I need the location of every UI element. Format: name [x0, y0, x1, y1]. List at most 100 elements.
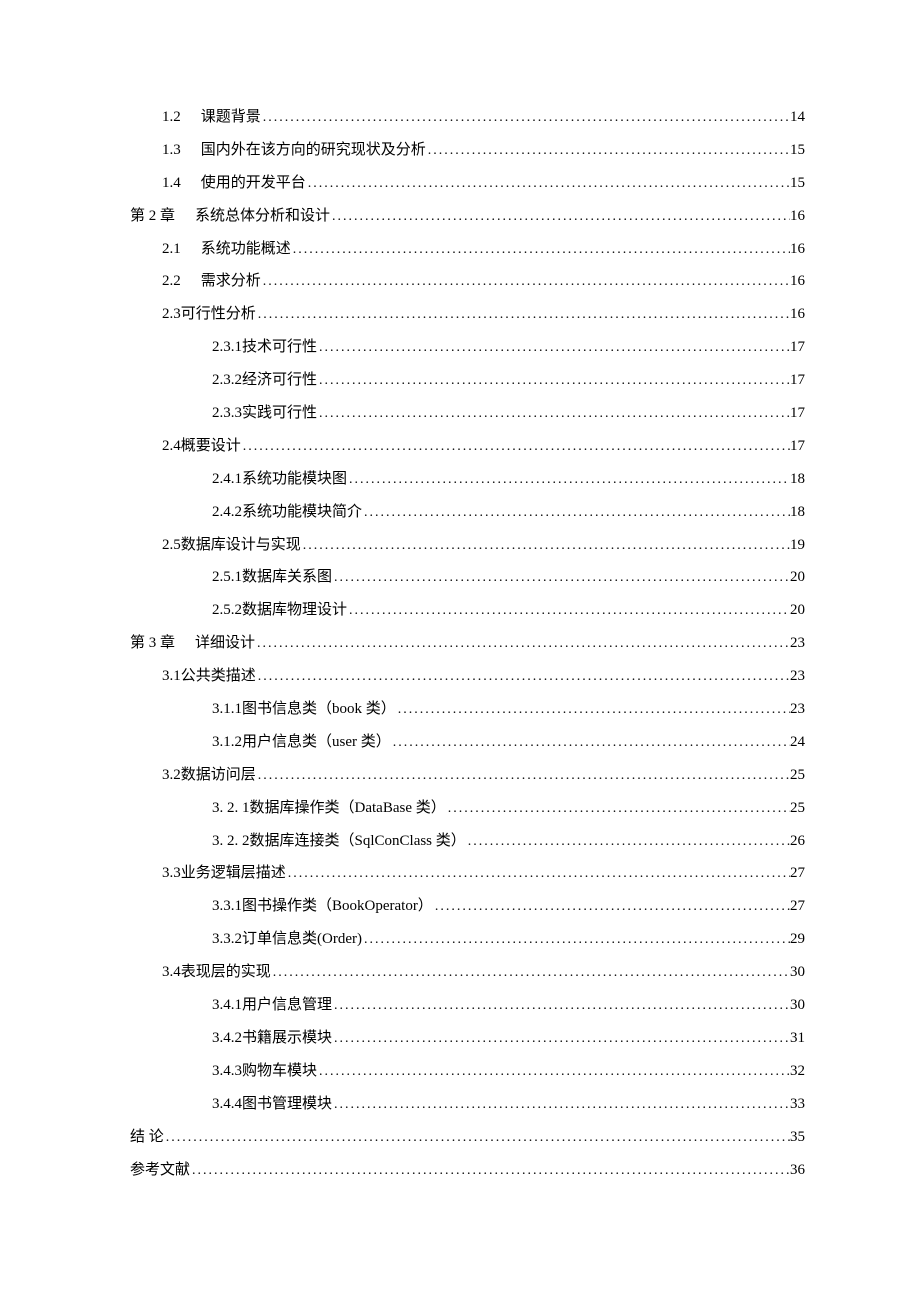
toc-entry-number: 3.1.1	[212, 697, 242, 721]
toc-entry-page: 24	[790, 730, 805, 754]
toc-leader-dots	[466, 831, 790, 853]
toc-entry-title: 系统功能概述	[201, 237, 291, 261]
toc-entry-number: 3.4.4	[212, 1092, 242, 1116]
toc-leader-dots	[306, 173, 790, 195]
toc-entry-title: 数据库物理设计	[242, 598, 347, 622]
toc-leader-dots	[291, 239, 790, 261]
toc-entry: 参考文献 36	[130, 1158, 805, 1182]
toc-entry-title: 订单信息类(Order)	[242, 927, 362, 951]
toc-entry-page: 15	[790, 138, 805, 162]
toc-leader-dots	[433, 896, 790, 918]
toc-entry: 1.4使用的开发平台15	[130, 171, 805, 195]
toc-entry: 2.4.2 系统功能模块简介18	[130, 500, 805, 524]
toc-leader-dots	[330, 206, 790, 228]
toc-entry-number: 2.3.2	[212, 368, 242, 392]
toc-entry-page: 18	[790, 467, 805, 491]
toc-entry-page: 16	[790, 204, 805, 228]
toc-entry-page: 33	[790, 1092, 805, 1116]
toc-entry-page: 30	[790, 960, 805, 984]
toc-entry-number: 1.4	[162, 171, 181, 195]
toc-entry: 2.3.2 经济可行性17	[130, 368, 805, 392]
toc-entry: 2.4 概要设计17	[130, 434, 805, 458]
toc-leader-dots	[332, 1094, 790, 1116]
toc-entry-page: 25	[790, 796, 805, 820]
toc-entry-page: 32	[790, 1059, 805, 1083]
toc-entry-title: 业务逻辑层描述	[181, 861, 286, 885]
toc-leader-dots	[164, 1127, 790, 1149]
toc-entry-number: 2.3.3	[212, 401, 242, 425]
toc-leader-dots	[317, 403, 790, 425]
toc-entry-number: 3.4.3	[212, 1059, 242, 1083]
toc-entry-title: 系统总体分析和设计	[195, 204, 330, 228]
toc-entry-page: 31	[790, 1026, 805, 1050]
toc-entry-page: 35	[790, 1125, 805, 1149]
toc-entry-number: 3.1	[162, 664, 181, 688]
toc-entry: 3. 2. 2 数据库连接类（SqlConClass 类） 26	[130, 829, 805, 853]
toc-entry-number: 2.3.1	[212, 335, 242, 359]
toc-entry: 3.1 公共类描述23	[130, 664, 805, 688]
toc-entry-title: 图书管理模块	[242, 1092, 332, 1116]
toc-entry-title: 系统功能模块简介	[242, 500, 362, 524]
toc-entry-title: 详细设计	[195, 631, 255, 655]
toc-entry: 3.4 表现层的实现30	[130, 960, 805, 984]
toc-entry-page: 26	[790, 829, 805, 853]
toc-leader-dots	[261, 107, 790, 129]
toc-leader-dots	[347, 469, 790, 491]
toc-entry-number: 2.2	[162, 269, 181, 293]
toc-entry: 2.2 需求分析 16	[130, 269, 805, 293]
toc-leader-dots	[256, 666, 790, 688]
toc-leader-dots	[317, 337, 790, 359]
toc-entry-title: 课题背景	[201, 105, 261, 129]
toc-entry: 3.2 数据访问层25	[130, 763, 805, 787]
toc-entry: 3.1.2 用户信息类（user 类）24	[130, 730, 805, 754]
toc-leader-dots	[255, 633, 790, 655]
toc-entry-number: 2.3	[162, 302, 181, 326]
toc-entry-page: 17	[790, 335, 805, 359]
toc-entry-number: 2.5	[162, 533, 181, 557]
toc-entry-page: 23	[790, 697, 805, 721]
toc-leader-dots	[241, 436, 790, 458]
toc-entry: 结 论35	[130, 1125, 805, 1149]
toc-entry-page: 16	[790, 269, 805, 293]
toc-entry-title: 数据库连接类（SqlConClass 类）	[250, 829, 466, 853]
toc-entry-title: 书籍展示模块	[242, 1026, 332, 1050]
toc-entry-number: 3. 2. 2	[212, 829, 250, 853]
toc-entry-page: 20	[790, 598, 805, 622]
toc-entry-title: 可行性分析	[181, 302, 256, 326]
toc-entry-number: 2.1	[162, 237, 181, 261]
toc-entry-number: 第 2 章	[130, 204, 175, 228]
toc-entry-title: 需求分析	[201, 269, 261, 293]
toc-entry-title: 用户信息管理	[242, 993, 332, 1017]
toc-entry-title: 概要设计	[181, 434, 241, 458]
toc-entry-title: 系统功能模块图	[242, 467, 347, 491]
toc-leader-dots	[332, 567, 790, 589]
toc-entry-page: 17	[790, 401, 805, 425]
toc-entry-page: 18	[790, 500, 805, 524]
toc-entry-number: 3. 2. 1	[212, 796, 250, 820]
toc-entry-number: 2.5.2	[212, 598, 242, 622]
toc-leader-dots	[317, 370, 790, 392]
toc-entry-number: 2.4	[162, 434, 181, 458]
toc-entry-title: 参考文献	[130, 1158, 190, 1182]
toc-entry: 2.1系统功能概述16	[130, 237, 805, 261]
toc-entry: 3.4.4 图书管理模块 33	[130, 1092, 805, 1116]
toc-entry-title: 图书操作类（BookOperator）	[242, 894, 433, 918]
toc-leader-dots	[362, 502, 790, 524]
toc-entry: 2.3.3 实践可行性17	[130, 401, 805, 425]
toc-entry-page: 36	[790, 1158, 805, 1182]
toc-entry: 第 2 章系统总体分析和设计 16	[130, 204, 805, 228]
toc-entry-title: 数据访问层	[181, 763, 256, 787]
toc-entry-title: 数据库操作类（DataBase 类）	[250, 796, 446, 820]
toc-entry: 3.4.1 用户信息管理30	[130, 993, 805, 1017]
toc-leader-dots	[256, 765, 790, 787]
toc-entry-page: 23	[790, 631, 805, 655]
toc-entry-title: 经济可行性	[242, 368, 317, 392]
toc-entry-number: 3.2	[162, 763, 181, 787]
toc-entry: 3.3.2 订单信息类(Order)29	[130, 927, 805, 951]
toc-leader-dots	[256, 304, 790, 326]
toc-entry-number: 3.3.2	[212, 927, 242, 951]
toc-entry: 3.4.2 书籍展示模块31	[130, 1026, 805, 1050]
toc-entry-number: 2.5.1	[212, 565, 242, 589]
toc-entry: 3.3.1 图书操作类（BookOperator）27	[130, 894, 805, 918]
toc-entry-title: 数据库设计与实现	[181, 533, 301, 557]
